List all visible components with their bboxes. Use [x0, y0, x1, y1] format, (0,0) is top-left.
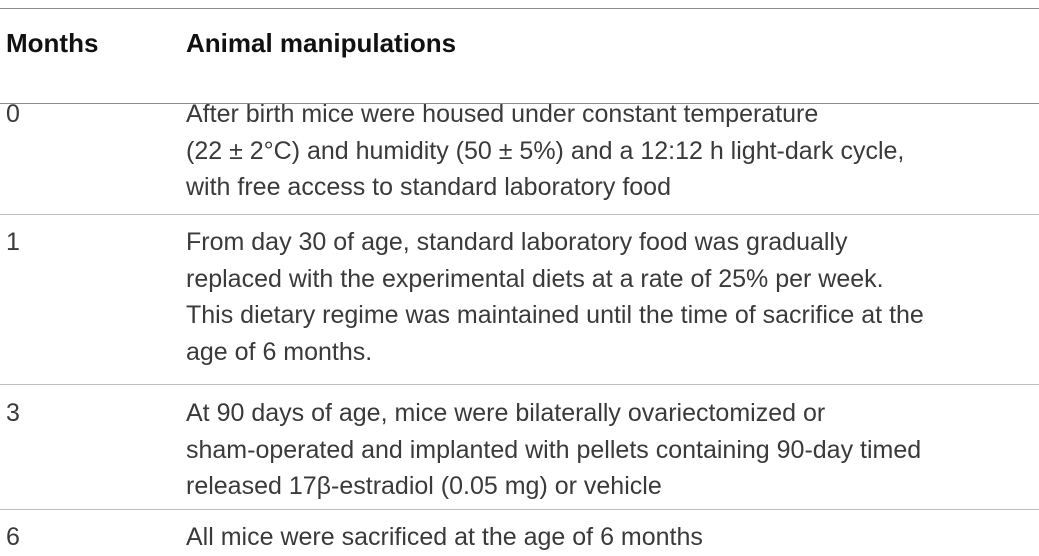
- manipulation-cell: From day 30 of age, standard laboratory …: [186, 224, 1031, 370]
- month-cell: 6: [6, 523, 20, 551]
- month-cell: 0: [6, 100, 20, 128]
- manipulation-cell: At 90 days of age, mice were bilaterally…: [186, 395, 1031, 505]
- manipulation-line: released 17β-estradiol (0.05 mg) or vehi…: [186, 472, 662, 500]
- manipulation-cell: All mice were sacrificed at the age of 6…: [186, 519, 1031, 556]
- row-divider: [0, 384, 1039, 385]
- header-rule: [0, 103, 1039, 104]
- manipulation-line: (22 ± 2°C) and humidity (50 ± 5%) and a …: [186, 136, 905, 165]
- manipulation-line: All mice were sacrificed at the age of 6…: [186, 523, 703, 551]
- month-cell: 3: [6, 399, 20, 427]
- top-rule: [0, 8, 1039, 9]
- header-animal-manipulations: Animal manipulations: [186, 28, 457, 58]
- manipulation-line: From day 30 of age, standard laboratory …: [186, 228, 848, 256]
- manipulation-line: After birth mice were housed under const…: [186, 100, 819, 128]
- header-months: Months: [6, 28, 99, 58]
- month-cell: 1: [6, 228, 20, 256]
- manipulation-line: with free access to standard laboratory …: [186, 173, 671, 201]
- table-header-row: Months Animal manipulations: [0, 20, 1039, 70]
- row-divider: [0, 509, 1039, 510]
- row-divider: [0, 214, 1039, 215]
- manipulation-line: age of 6 months.: [186, 337, 373, 366]
- manipulation-line: sham-operated and implanted with pellets…: [186, 435, 922, 464]
- manipulation-line: At 90 days of age, mice were bilaterally…: [186, 399, 826, 427]
- manipulation-line: This dietary regime was maintained until…: [186, 301, 924, 329]
- manipulation-cell: After birth mice were housed under const…: [186, 96, 1031, 206]
- manipulation-line: replaced with the experimental diets at …: [186, 264, 884, 293]
